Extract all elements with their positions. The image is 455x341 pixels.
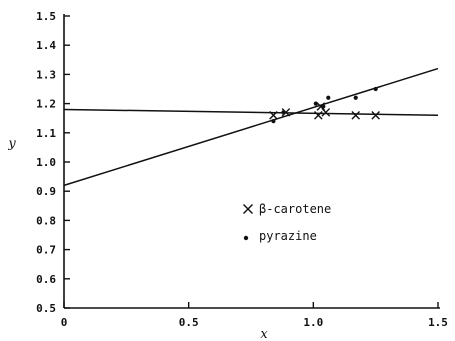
data-point-dot <box>321 104 326 109</box>
x-axis-title: x <box>260 327 268 341</box>
data-point-cross <box>269 110 278 120</box>
data-point-dot <box>271 119 276 124</box>
legend-cross-glyph <box>243 204 253 214</box>
legend-item-beta-carotene: β-carotene <box>243 202 331 216</box>
y-tick-label: 1.5 <box>36 10 56 23</box>
data-point-dot <box>281 110 286 115</box>
data-point-cross <box>281 108 291 117</box>
axes <box>63 14 440 309</box>
data-point-cross <box>321 108 331 117</box>
x-tick-label: 0 <box>61 316 68 329</box>
data-point-dot <box>326 95 331 100</box>
data-point-cross <box>314 110 323 120</box>
y-tick-label: 0.8 <box>36 214 56 227</box>
legend-cross-marker <box>243 204 253 214</box>
y-tick-label: 1.4 <box>36 39 56 52</box>
fit-line-pyrazine <box>63 67 439 187</box>
fit-line-beta-carotene <box>63 108 439 117</box>
y-tick-label: 1.2 <box>36 98 56 111</box>
data-point-cross <box>371 110 380 120</box>
legend-dot-marker <box>243 235 249 241</box>
x-ticks: 0 0.5 1.0 1.5 <box>61 302 448 329</box>
x-tick-label: 0.5 <box>179 316 199 329</box>
y-tick-label: 1.1 <box>36 127 56 140</box>
y-axis-title: y <box>7 136 16 151</box>
x-tick-label: 1.0 <box>303 316 323 329</box>
y-tick-label: 1.3 <box>36 68 56 81</box>
data-point-dot <box>353 95 358 100</box>
y-tick-label: 0.5 <box>36 302 56 315</box>
data-point-dot <box>313 101 318 106</box>
legend: β-carotene pyrazine <box>243 202 331 243</box>
x-tick-label: 1.5 <box>428 316 448 329</box>
legend-dot-glyph <box>243 235 249 241</box>
y-tick-label: 1.0 <box>36 156 56 169</box>
legend-item-pyrazine: pyrazine <box>243 229 317 243</box>
legend-label-pyrazine: pyrazine <box>259 229 317 243</box>
y-tick-label: 0.9 <box>36 185 56 198</box>
data-point-cross <box>351 110 361 120</box>
y-ticks: 0.5 0.6 0.7 0.8 0.9 1.0 1.1 1.2 1.3 1.4 1.5 <box>36 10 70 315</box>
fit-lines <box>63 67 439 187</box>
data-points <box>269 86 380 124</box>
y-tick-label: 0.6 <box>36 273 56 286</box>
legend-label-beta-carotene: β-carotene <box>259 202 331 216</box>
y-tick-label: 0.7 <box>36 244 56 257</box>
data-point-dot <box>373 86 378 92</box>
